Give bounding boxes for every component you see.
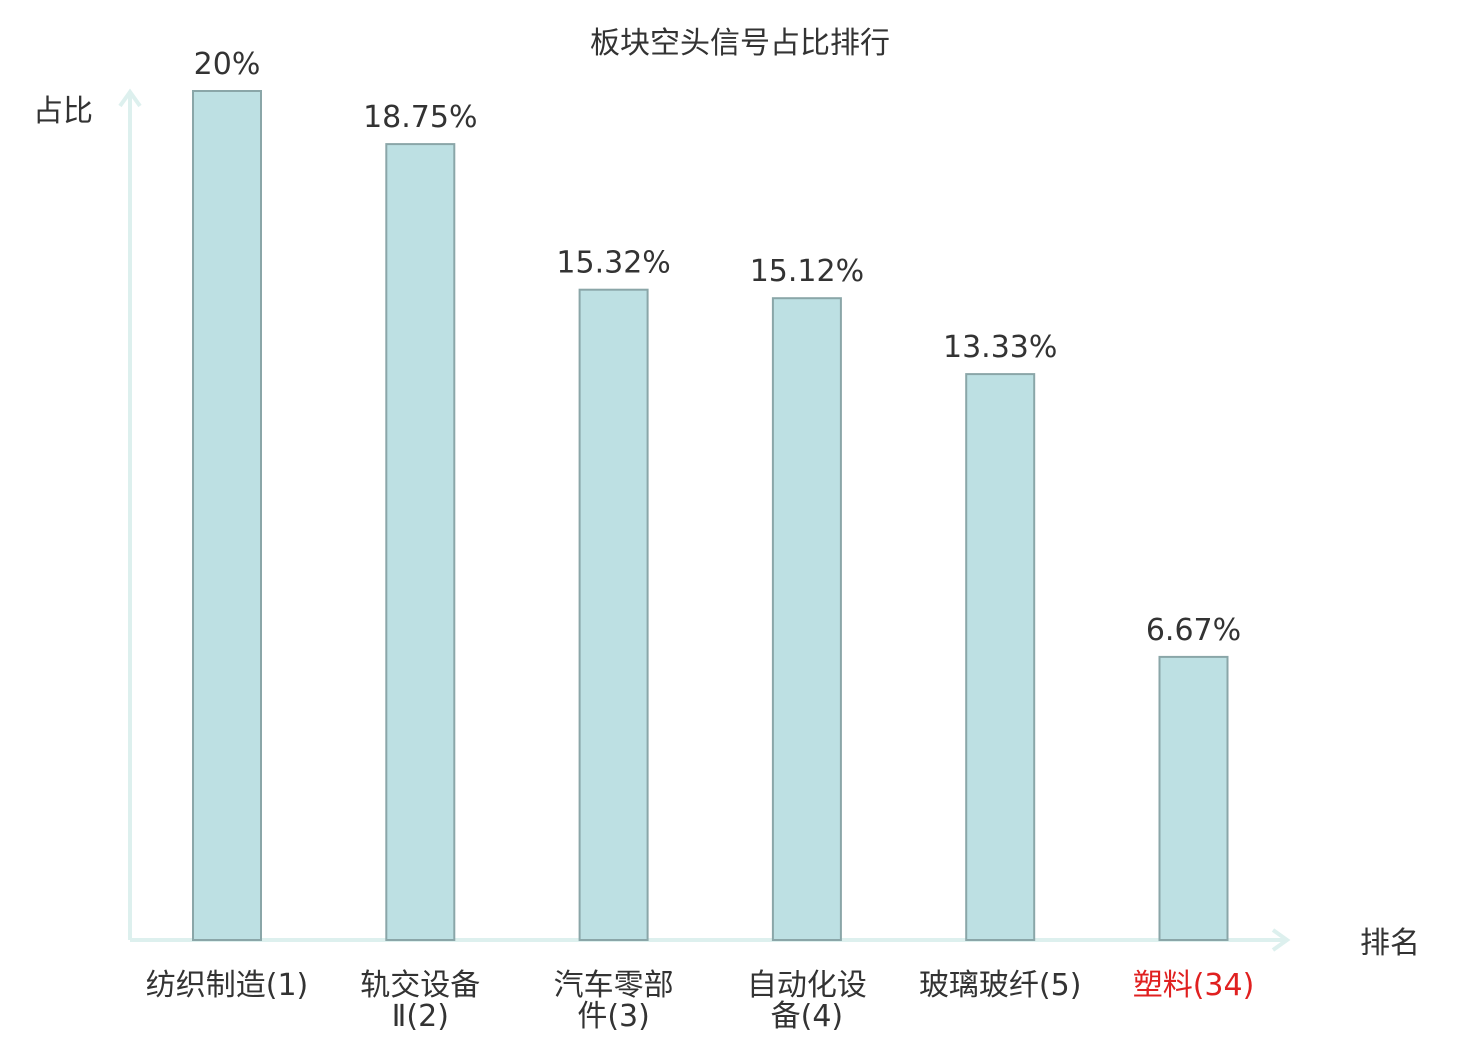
category-labels-group: 纺织制造(1) 轨交设备 Ⅱ(2) 汽车零部件(3) 自动化设备(4) 玻璃玻纤(5) 塑料… xyxy=(146,968,1255,1034)
category-label-line: 纺织制造(1) xyxy=(146,968,309,1003)
category-label-line: 汽车零部 xyxy=(554,968,674,1003)
category-label-3: 汽车零部件(3) xyxy=(554,968,674,1034)
value-label-2: 18.75% xyxy=(363,100,477,135)
bar-2 xyxy=(385,143,456,942)
category-label-line: 自动化设 xyxy=(747,968,867,1003)
y-axis-label: 占比 xyxy=(33,94,93,129)
y-axis-arrow xyxy=(118,88,142,108)
bar-3 xyxy=(578,288,649,941)
bar-4 xyxy=(771,297,842,941)
bars-group xyxy=(192,90,1229,942)
category-label-line: 备(4) xyxy=(771,999,844,1034)
category-label-line: Ⅱ(2) xyxy=(392,999,449,1034)
category-label-line: 件(3) xyxy=(577,999,650,1034)
category-label-5: 玻璃玻纤(5) xyxy=(919,968,1082,1003)
category-label-line: 玻璃玻纤(5) xyxy=(919,968,1082,1003)
value-labels-group: 20% 18.75% 15.32% 15.12% 13.33% 6.67% xyxy=(194,47,1242,648)
bar-5 xyxy=(965,373,1036,942)
category-label-1: 纺织制造(1) xyxy=(146,968,309,1003)
category-label-6: 塑料(34) xyxy=(1133,968,1255,1003)
category-label-2: 轨交设备 Ⅱ(2) xyxy=(360,968,480,1034)
x-axis-arrow xyxy=(1271,928,1291,952)
value-label-4: 15.12% xyxy=(750,254,864,289)
x-axis-label: 排名 xyxy=(1360,926,1420,961)
category-label-4: 自动化设备(4) xyxy=(747,968,867,1034)
bar-1 xyxy=(192,90,262,941)
value-label-3: 15.32% xyxy=(556,246,670,281)
value-label-6: 6.67% xyxy=(1146,613,1241,648)
chart-title: 板块空头信号占比排行 xyxy=(590,26,890,61)
category-label-line: 塑料(34) xyxy=(1133,968,1255,1003)
category-label-line: 轨交设备 xyxy=(360,968,480,1003)
bar-6 xyxy=(1158,655,1229,942)
value-label-1: 20% xyxy=(194,47,261,82)
value-label-5: 13.33% xyxy=(943,330,1057,365)
axes xyxy=(118,88,1291,952)
